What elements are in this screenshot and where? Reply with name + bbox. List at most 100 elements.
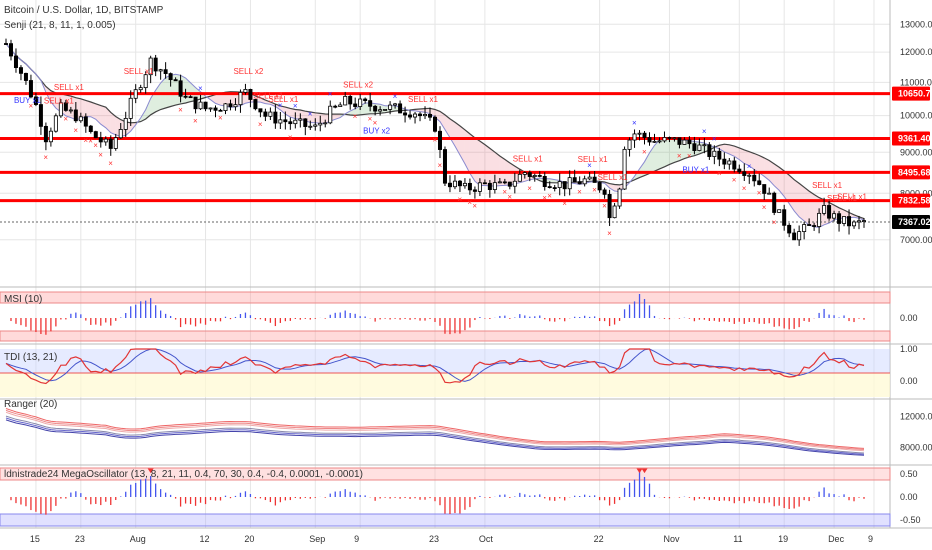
candle-body[interactable] bbox=[632, 133, 637, 141]
candle-body[interactable] bbox=[123, 117, 128, 130]
candle-body[interactable] bbox=[862, 220, 867, 223]
candle-body[interactable] bbox=[712, 150, 717, 157]
candle-body[interactable] bbox=[682, 139, 687, 145]
candle-body[interactable] bbox=[358, 98, 363, 107]
candle-body[interactable] bbox=[627, 139, 632, 150]
candle-body[interactable] bbox=[542, 176, 547, 187]
candle-body[interactable] bbox=[532, 175, 537, 177]
candle-body[interactable] bbox=[268, 111, 273, 117]
candle-body[interactable] bbox=[482, 182, 487, 185]
candle-body[interactable] bbox=[472, 189, 477, 192]
candle-body[interactable] bbox=[667, 137, 672, 139]
candle-body[interactable] bbox=[772, 192, 777, 213]
candle-body[interactable] bbox=[572, 177, 577, 183]
candle-body[interactable] bbox=[617, 188, 622, 207]
candle-body[interactable] bbox=[78, 116, 83, 122]
candle-body[interactable] bbox=[652, 140, 657, 143]
candle-body[interactable] bbox=[18, 67, 23, 74]
candle-body[interactable] bbox=[602, 189, 607, 195]
candle-body[interactable] bbox=[642, 132, 647, 138]
candle-body[interactable] bbox=[233, 104, 238, 108]
candle-body[interactable] bbox=[537, 175, 542, 177]
candle-body[interactable] bbox=[437, 130, 442, 150]
candle-body[interactable] bbox=[842, 216, 847, 224]
candle-body[interactable] bbox=[457, 180, 462, 187]
candle-body[interactable] bbox=[118, 129, 123, 139]
candle-body[interactable] bbox=[582, 178, 587, 185]
candle-body[interactable] bbox=[158, 69, 163, 72]
candle-body[interactable] bbox=[547, 186, 552, 189]
candle-body[interactable] bbox=[288, 121, 293, 125]
candle-body[interactable] bbox=[143, 74, 148, 89]
candle-body[interactable] bbox=[677, 137, 682, 145]
candle-body[interactable] bbox=[732, 160, 737, 170]
candle-body[interactable] bbox=[298, 118, 303, 121]
candle-body[interactable] bbox=[218, 109, 223, 112]
candle-body[interactable] bbox=[622, 148, 627, 190]
candle-body[interactable] bbox=[88, 125, 93, 132]
candle-body[interactable] bbox=[418, 113, 423, 117]
candle-body[interactable] bbox=[797, 231, 802, 241]
candle-body[interactable] bbox=[727, 160, 732, 165]
candle-body[interactable] bbox=[198, 101, 203, 110]
candle-body[interactable] bbox=[38, 104, 43, 127]
candle-body[interactable] bbox=[328, 105, 333, 124]
candle-body[interactable] bbox=[403, 112, 408, 116]
candle-body[interactable] bbox=[213, 107, 218, 111]
candle-body[interactable] bbox=[323, 122, 328, 125]
candle-body[interactable] bbox=[517, 173, 522, 182]
msi-pane[interactable]: 0.00 bbox=[0, 291, 918, 342]
candle-body[interactable] bbox=[68, 109, 73, 112]
candle-body[interactable] bbox=[812, 225, 817, 227]
candle-body[interactable] bbox=[168, 73, 173, 81]
candle-body[interactable] bbox=[502, 181, 507, 184]
candle-body[interactable] bbox=[577, 181, 582, 185]
candle-body[interactable] bbox=[852, 221, 857, 227]
candle-body[interactable] bbox=[113, 137, 118, 149]
candle-body[interactable] bbox=[462, 182, 467, 187]
candle-body[interactable] bbox=[153, 57, 158, 72]
candle-body[interactable] bbox=[807, 224, 812, 226]
candle-body[interactable] bbox=[752, 174, 757, 182]
candle-body[interactable] bbox=[697, 144, 702, 151]
candle-body[interactable] bbox=[308, 125, 313, 128]
candle-body[interactable] bbox=[447, 182, 452, 188]
candle-body[interactable] bbox=[13, 55, 18, 68]
candle-body[interactable] bbox=[442, 149, 447, 184]
candle-body[interactable] bbox=[802, 224, 807, 232]
candle-body[interactable] bbox=[777, 209, 782, 213]
candle-body[interactable] bbox=[188, 96, 193, 99]
candle-body[interactable] bbox=[398, 103, 403, 114]
ranger-pane[interactable]: 12000.00 8000.00 bbox=[5, 408, 932, 456]
candle-body[interactable] bbox=[103, 138, 108, 143]
candle-body[interactable] bbox=[452, 180, 457, 188]
candle-body[interactable] bbox=[672, 137, 677, 140]
candle-body[interactable] bbox=[722, 158, 727, 165]
candle-body[interactable] bbox=[238, 92, 243, 106]
candle-body[interactable] bbox=[208, 107, 213, 110]
candle-body[interactable] bbox=[108, 138, 113, 149]
candle-body[interactable] bbox=[527, 172, 532, 177]
candle-body[interactable] bbox=[662, 137, 667, 142]
candle-body[interactable] bbox=[258, 108, 263, 113]
candle-body[interactable] bbox=[368, 100, 373, 107]
candle-body[interactable] bbox=[512, 180, 517, 187]
candle-body[interactable] bbox=[23, 72, 28, 81]
candle-body[interactable] bbox=[413, 113, 418, 118]
candle-body[interactable] bbox=[787, 224, 792, 234]
time-axis[interactable]: 15 23 Aug 12 20 Sep 9 23 Oct 22 Nov 11 19 Dec 9 bbox=[30, 534, 873, 544]
candle-body[interactable] bbox=[847, 216, 852, 227]
candle-body[interactable] bbox=[612, 205, 617, 219]
candle-body[interactable] bbox=[817, 212, 822, 227]
candle-body[interactable] bbox=[767, 192, 772, 195]
candle-body[interactable] bbox=[58, 102, 63, 117]
candle-body[interactable] bbox=[657, 140, 662, 143]
candle-body[interactable] bbox=[263, 111, 268, 117]
candle-body[interactable] bbox=[378, 109, 383, 112]
main-price-pane[interactable]: ××××× ××××××××××××××× × ××××× × ××××× ××××××××… bbox=[0, 38, 890, 246]
candle-body[interactable] bbox=[178, 80, 183, 97]
candle-body[interactable] bbox=[792, 232, 797, 241]
candle-body[interactable] bbox=[388, 104, 393, 110]
candle-body[interactable] bbox=[747, 174, 752, 177]
candle-body[interactable] bbox=[562, 181, 567, 190]
